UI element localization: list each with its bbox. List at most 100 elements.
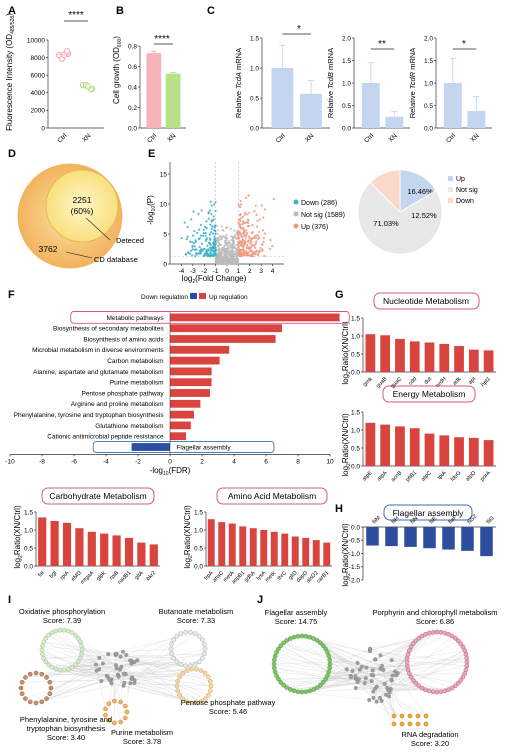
e-point-up: [242, 246, 245, 249]
i-hub-node: [100, 661, 105, 666]
e-point-up: [243, 233, 246, 236]
aa-bar-gltD: [291, 536, 299, 566]
cm-bar-glpK: [100, 533, 109, 566]
j-score-rna: Score: 3.20: [411, 739, 449, 748]
i-edge: [75, 664, 122, 667]
e-point-up: [248, 250, 251, 253]
j-rna-node: [407, 713, 413, 719]
e-point-notsig: [216, 244, 220, 247]
e-point-notsig: [235, 247, 238, 251]
f-cat-label-12: Flagellar assembly: [176, 444, 231, 451]
aa-y-tick-label-0: 0.0: [194, 563, 203, 570]
c2-x-label-0: Ctrl: [363, 132, 375, 144]
e-point-up: [240, 248, 244, 252]
j-hub-node: [353, 686, 358, 691]
e-point-down: [202, 232, 205, 235]
e-point-up: [254, 246, 257, 249]
cm-bar-rpiA: [62, 522, 72, 566]
h-y-tick-label-1: -1.5: [349, 564, 361, 571]
c1-y-tick-label-1: 0.5: [250, 95, 259, 102]
e-point-down: [190, 249, 193, 252]
aa-x-label-7: thrC: [277, 570, 289, 582]
j-flagellar-node: [318, 682, 323, 688]
c1-x-label-0: Ctrl: [275, 132, 287, 144]
e-point-notsig: [224, 255, 227, 258]
j-flagellar-node: [327, 657, 333, 663]
j-porphyrin-node: [458, 641, 464, 647]
i-phe-node: [39, 699, 45, 705]
a-ylabel: Fluorescence Intensity (OD485/528): [5, 13, 16, 131]
e-point-down: [210, 204, 213, 207]
j-edge: [329, 650, 370, 665]
e-point-up: [243, 240, 246, 243]
e-point-notsig: [220, 250, 223, 253]
j-hub-node: [389, 677, 394, 682]
c3-x-label-0: Ctrl: [445, 132, 457, 144]
e-point-notsig: [225, 262, 228, 265]
c1-ylabel-part-1: TcdA: [234, 72, 243, 91]
panel-letter-c: C: [207, 5, 215, 17]
e-point-notsig: [230, 239, 233, 242]
legend-down: Down (286): [301, 200, 337, 207]
aa-bar-thrC: [281, 533, 289, 566]
legend-notsig: Not sig (1589): [301, 212, 345, 219]
g2-x-label-6: fdoG: [450, 470, 463, 483]
g2-x-label-2: acnB: [390, 470, 403, 483]
i-edge: [126, 654, 212, 687]
e-point-down: [204, 239, 208, 243]
e-y-tick-label-2: 10: [160, 201, 168, 208]
i-score-ppp: Score: 5.46: [209, 707, 247, 716]
g2-title: Energy Metabolism: [393, 389, 466, 399]
e-point-down: [193, 229, 196, 233]
h-y-tick-label-4: 0.0: [351, 524, 360, 531]
i-oxphos-node: [39, 647, 45, 653]
e-point-down: [198, 252, 202, 255]
pie-slice-not-sig: [357, 181, 443, 255]
j-flagellar-node: [314, 638, 320, 643]
e-point-notsig: [233, 250, 236, 253]
e-point-up: [262, 216, 265, 219]
g2-x-label-8: porA: [480, 470, 493, 483]
aa-y-tick-label-1: 0.5: [194, 545, 203, 552]
b-x-label-1: XN: [166, 132, 178, 144]
j-edge: [274, 659, 356, 677]
e-point-notsig: [217, 238, 220, 242]
h-x-label-1: fliH: [391, 516, 401, 526]
pie-legend-notsig: Not sig: [456, 187, 478, 194]
j-edge: [375, 659, 453, 689]
j-edge: [388, 650, 465, 691]
i-butanoate-node: [169, 641, 174, 647]
e-point-up: [242, 249, 246, 252]
g2-y-tick-label-0: 0.0: [351, 463, 360, 470]
panel-letter-g: G: [335, 289, 344, 301]
i-label-butanoate: Butanoate metabolism: [159, 607, 234, 616]
i-phe-node: [19, 691, 25, 697]
e-point-down: [208, 241, 211, 244]
i-hub-node: [128, 658, 133, 663]
f-highlight-top: [70, 311, 350, 324]
h-x-label-2: fliN: [410, 516, 420, 526]
a-x-label-1: XN: [81, 132, 93, 144]
h-bar-fliN: [404, 527, 417, 547]
i-ppp-node: [184, 699, 190, 704]
i-oxphos-node: [79, 647, 85, 653]
j-edge: [391, 634, 449, 661]
aa-x-label-8: gltD: [288, 570, 299, 581]
axis-titles: Fluorescence Intensity (OD485/528) Cell …: [5, 13, 352, 587]
e-point-up: [240, 217, 243, 220]
c3-ylabel-part-1: TcdR: [408, 71, 417, 91]
e-point-down: [191, 244, 194, 247]
g2-x-label-5: tpiA: [437, 470, 448, 481]
j-edge: [370, 648, 408, 659]
e-point-down: [209, 252, 212, 255]
i-ppp-node: [194, 666, 199, 672]
e-point-notsig: [232, 237, 235, 240]
j-flagellar-node: [271, 657, 277, 663]
j-edge: [376, 632, 434, 702]
i-hub-node: [129, 676, 134, 681]
e-point-up: [238, 250, 241, 254]
f-cat-label-0: Metabolic pathways: [107, 315, 165, 322]
e-point-down: [204, 234, 207, 238]
pie-slice-up: [399, 169, 437, 213]
